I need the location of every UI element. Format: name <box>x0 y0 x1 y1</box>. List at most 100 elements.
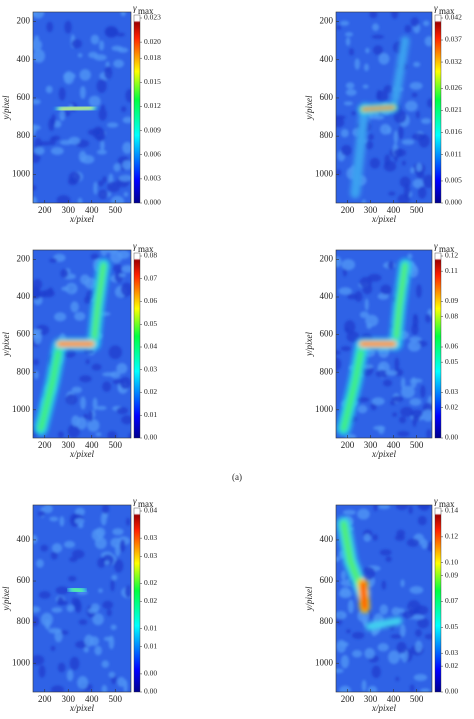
field-spot <box>95 527 106 538</box>
field-spot <box>64 72 71 84</box>
field-spot <box>409 81 423 90</box>
field-spot <box>340 570 346 581</box>
x-tick-label: 300 <box>62 440 76 450</box>
colorbar-tick-label: 0.042 <box>445 13 462 22</box>
field-spot <box>33 49 46 63</box>
field-spot <box>33 124 41 131</box>
field-texture <box>33 12 131 203</box>
field-spot <box>338 287 352 295</box>
field-spot <box>400 385 415 399</box>
field-spot <box>128 432 131 438</box>
field-spot <box>57 600 69 606</box>
field-spot <box>393 148 407 157</box>
field-spot <box>354 58 360 70</box>
field-spot <box>50 685 65 692</box>
field-spot <box>108 345 123 360</box>
colorbar-tick-label: 0.000 <box>445 198 462 207</box>
y-tick-label: 600 <box>17 92 31 102</box>
x-tick-label: 500 <box>410 440 424 450</box>
colorbar-tick-label: 0.03 <box>144 551 157 560</box>
y-tick-label: 800 <box>320 366 334 376</box>
field-spot <box>122 160 131 170</box>
field-spot <box>417 186 427 199</box>
plot-frame <box>335 504 433 693</box>
field-spot <box>422 174 432 189</box>
field-spot <box>401 139 415 145</box>
field-spot <box>74 507 86 516</box>
field-spot <box>113 59 125 68</box>
field-spot <box>415 110 420 119</box>
field-spot <box>376 90 389 103</box>
field-spot <box>410 17 419 27</box>
colorbar-symbol: γ <box>133 3 137 13</box>
field-spot <box>420 118 432 125</box>
field-spot <box>104 560 110 566</box>
colorbar <box>133 252 141 439</box>
field-spot <box>404 24 412 33</box>
y-tick-label: 400 <box>17 291 31 301</box>
x-tick-label: 300 <box>62 205 76 215</box>
field-spot <box>83 296 92 304</box>
field-spot <box>361 199 367 203</box>
y-tick-label: 1000 <box>12 657 31 667</box>
colorbar-tick-label: 0.03 <box>144 364 157 373</box>
field-spot <box>340 144 352 156</box>
field-spot <box>116 363 128 374</box>
field-spot <box>417 515 427 526</box>
field-spot <box>33 287 42 300</box>
field-spot <box>410 167 415 174</box>
field-spot <box>348 48 355 56</box>
field-spot <box>427 98 432 108</box>
x-tick-label: 200 <box>341 440 355 450</box>
field-spot <box>121 415 131 425</box>
colorbar-tick-label: 0.02 <box>144 578 157 587</box>
colorbar-tick-label: 0.01 <box>144 410 157 419</box>
field-spot <box>407 253 413 260</box>
field-spot <box>107 181 121 193</box>
field-spot <box>395 676 400 682</box>
field-spot <box>365 314 379 327</box>
field-spot <box>59 139 73 146</box>
field-streaks <box>336 516 403 631</box>
field-spot <box>420 385 426 398</box>
colorbar-tick-label: 0.06 <box>445 342 458 351</box>
field-spot <box>71 386 83 394</box>
field-spot <box>98 40 105 51</box>
field-spot <box>93 181 98 195</box>
x-tick-label: 500 <box>410 694 424 704</box>
field-spot <box>345 88 357 96</box>
x-tick-label: 500 <box>410 205 424 215</box>
x-tick-label: 400 <box>387 694 401 704</box>
field-spot <box>364 140 374 150</box>
field-spot <box>79 85 86 100</box>
field-spot <box>385 370 398 376</box>
colorbar-tick-label: 0.026 <box>445 83 462 92</box>
x-axis-label: x/pixel <box>371 214 396 224</box>
field-spot <box>378 52 390 65</box>
colorbar-tick-label: 0.032 <box>445 57 462 66</box>
field-spot <box>371 34 384 39</box>
colorbar-tick-label: 0.10 <box>445 557 458 566</box>
field-spot <box>98 107 107 121</box>
y-axis-label: y/pixel <box>1 95 11 120</box>
field-spot <box>338 641 349 648</box>
field-spot <box>336 169 342 176</box>
field-spot <box>410 409 424 418</box>
field-spot <box>425 313 431 323</box>
field-spot <box>77 676 89 690</box>
field-spot <box>409 684 415 692</box>
field-spot <box>345 433 357 438</box>
field-spot <box>88 410 93 422</box>
x-tick-label: 300 <box>364 440 378 450</box>
field-spot <box>87 129 100 136</box>
field-spot <box>397 431 410 437</box>
field-spot <box>336 556 341 562</box>
field-spot <box>416 284 422 298</box>
field-spot <box>407 340 421 352</box>
x-tick-label: 200 <box>341 694 355 704</box>
field-spot <box>419 688 431 692</box>
field-spot <box>367 685 378 692</box>
field-spot <box>59 516 65 527</box>
colorbar-tick-label: 0.02 <box>445 661 458 670</box>
strain-band <box>340 342 366 433</box>
